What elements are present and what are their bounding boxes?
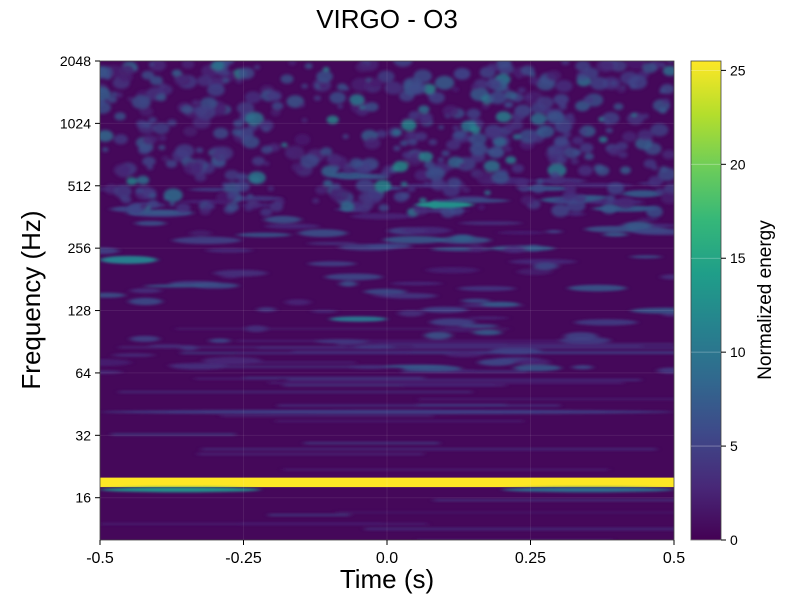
persistent-line-band bbox=[100, 477, 674, 488]
x-tick-label: -0.5 bbox=[86, 550, 114, 567]
x-axis: -0.5 -0.25 0.0 0.25 0.5 bbox=[86, 540, 685, 567]
x-tick-label: 0.5 bbox=[663, 550, 685, 567]
energy-feature-4 bbox=[329, 316, 387, 322]
energy-feature-2 bbox=[501, 487, 674, 493]
y-tick-label: 512 bbox=[68, 178, 92, 194]
energy-feature-1 bbox=[100, 487, 261, 493]
colorbar-tick-label: 25 bbox=[730, 62, 746, 78]
energy-feature-6 bbox=[100, 255, 158, 264]
y-tick-label: 32 bbox=[75, 427, 91, 443]
colorbar-tick-label: 20 bbox=[730, 156, 746, 172]
y-axis-label: Frequency (Hz) bbox=[16, 210, 46, 389]
energy-features bbox=[100, 201, 674, 493]
energy-feature-5 bbox=[415, 201, 474, 208]
y-axis: 16 32 64 128 256 512 1024 2048 bbox=[60, 53, 100, 506]
x-tick-label: 0.25 bbox=[515, 550, 546, 567]
colorbar-tick-label: 5 bbox=[730, 438, 738, 454]
x-axis-label: Time (s) bbox=[340, 564, 434, 594]
y-tick-label: 128 bbox=[68, 303, 92, 319]
y-tick-label: 64 bbox=[75, 365, 91, 381]
colorbar-gradient bbox=[690, 60, 722, 541]
y-tick-label: 1024 bbox=[60, 115, 91, 131]
colorbar: 0 5 10 15 20 25 bbox=[690, 60, 746, 548]
x-tick-label: 0.0 bbox=[376, 550, 398, 567]
spectrogram-plot-area bbox=[99, 60, 675, 541]
colorbar-tick-label: 15 bbox=[730, 250, 746, 266]
y-tick-label: 256 bbox=[68, 240, 92, 256]
x-tick-label: -0.25 bbox=[225, 550, 262, 567]
energy-feature-3 bbox=[100, 409, 674, 415]
background-noise-texture bbox=[100, 61, 674, 540]
colorbar-label: Normalized energy bbox=[755, 220, 776, 380]
y-tick-label: 2048 bbox=[60, 53, 91, 69]
colorbar-tick-label: 10 bbox=[730, 344, 746, 360]
grid bbox=[100, 61, 674, 540]
y-tick-label: 16 bbox=[75, 490, 91, 506]
chart-title: VIRGO - O3 bbox=[316, 4, 458, 34]
colorbar-tick-label: 0 bbox=[730, 532, 738, 548]
